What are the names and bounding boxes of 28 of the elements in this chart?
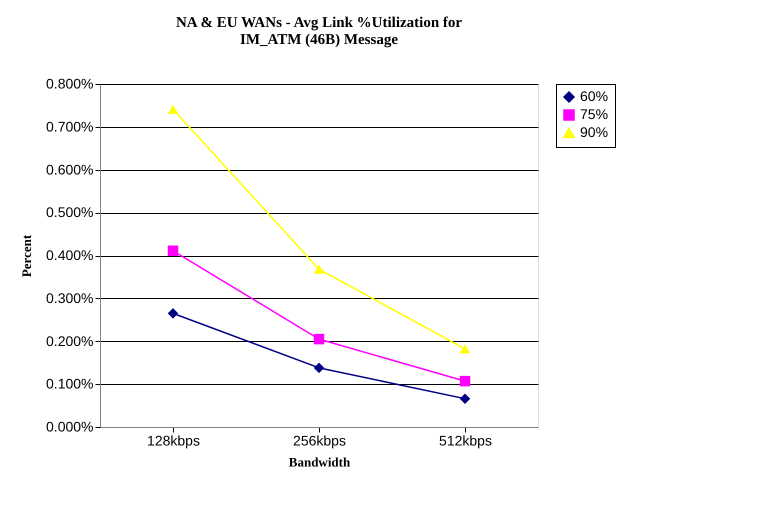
y-tick-label: 0.100%	[46, 376, 94, 392]
point	[168, 104, 178, 114]
point	[460, 376, 470, 386]
y-tick-label: 0.300%	[46, 290, 94, 306]
legend-label: 60%	[580, 88, 608, 104]
x-tick-label: 256kbps	[293, 432, 346, 448]
y-tick-label: 0.800%	[46, 76, 94, 92]
y-tick-label: 0.500%	[46, 204, 94, 220]
y-tick-label: 0.400%	[46, 247, 94, 263]
x-tick-label: 128kbps	[147, 432, 200, 448]
legend-label: 75%	[580, 106, 608, 122]
y-axis-title: Percent	[19, 234, 34, 278]
y-tick-label: 0.700%	[46, 118, 94, 134]
point	[168, 246, 178, 256]
text: IM_ATM (46B) Message	[240, 32, 398, 48]
y-tick-label: 0.000%	[46, 418, 94, 434]
point	[314, 334, 324, 344]
point	[314, 362, 324, 374]
point	[168, 308, 178, 319]
legend-label: 90%	[580, 124, 608, 140]
y-tick-label: 0.200%	[46, 332, 94, 349]
y-tick-label: 0.600%	[46, 161, 94, 178]
x-tick-label: 512kbps	[439, 432, 492, 448]
point	[314, 264, 324, 274]
x-axis-title: Bandwidth	[288, 454, 351, 470]
point	[460, 344, 470, 354]
text: NA & EU WANs - Avg Link %Utilization for	[176, 15, 462, 31]
point	[460, 393, 470, 404]
